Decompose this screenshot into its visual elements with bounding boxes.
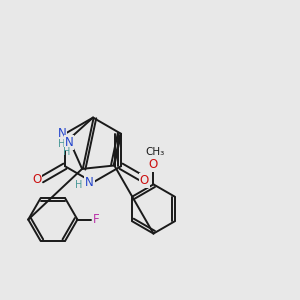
Text: N: N	[64, 136, 73, 149]
Text: O: O	[32, 173, 41, 186]
Text: H: H	[75, 180, 82, 190]
Text: F: F	[93, 213, 100, 226]
Text: H: H	[63, 147, 71, 157]
Text: N: N	[85, 176, 94, 189]
Text: O: O	[149, 158, 158, 171]
Text: N: N	[58, 127, 66, 140]
Text: O: O	[140, 174, 149, 188]
Text: H: H	[58, 139, 66, 149]
Text: CH₃: CH₃	[145, 147, 165, 157]
